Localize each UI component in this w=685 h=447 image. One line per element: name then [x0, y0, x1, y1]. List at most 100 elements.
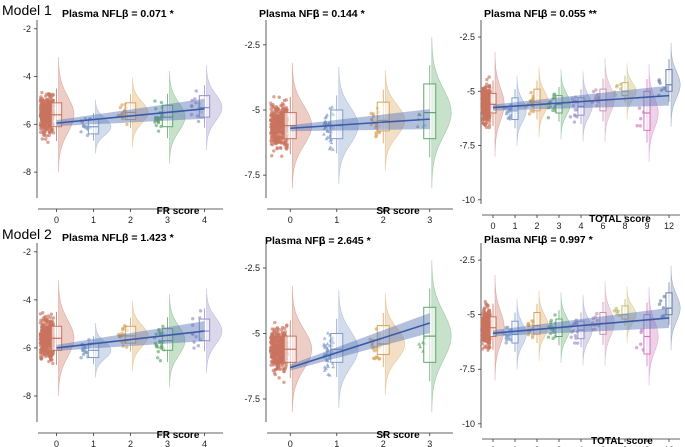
data-point: [275, 361, 279, 366]
data-point: [416, 112, 421, 116]
data-point: [328, 138, 333, 143]
data-point: [482, 111, 487, 115]
data-point: [79, 130, 83, 134]
y-tick-label: -5: [252, 329, 260, 339]
x-tick-label: 1: [334, 439, 339, 447]
data-point: [41, 311, 45, 315]
data-point: [159, 100, 164, 105]
panel-title: Plasma NFL: [484, 8, 545, 20]
data-point: [480, 321, 485, 325]
data-point: [198, 309, 203, 313]
data-point: [120, 112, 124, 117]
data-point: [323, 115, 328, 120]
data-point: [271, 337, 275, 342]
data-point: [325, 363, 330, 367]
data-point: [278, 338, 282, 343]
data-point: [154, 115, 158, 120]
x-tick-label: 3: [165, 215, 170, 225]
data-point: [482, 324, 486, 328]
chart-panel: Plasma NFL β = 1.423 *-2-4-6-80 1 2 3 4FR sco…: [23, 232, 223, 447]
x-tick-label: 9: [644, 221, 649, 231]
data-point: [639, 116, 643, 121]
x-axis-label: FR score: [157, 430, 200, 441]
panel-title: Plasma NFL: [265, 235, 326, 247]
density-cloud: [169, 71, 186, 164]
data-point: [377, 357, 381, 361]
data-point: [484, 107, 489, 111]
data-point: [194, 101, 198, 105]
data-point: [572, 120, 577, 124]
data-point: [270, 128, 275, 133]
data-point: [325, 112, 329, 117]
data-point: [486, 346, 491, 350]
row-label-model-1: Model 1: [2, 2, 52, 18]
data-point: [527, 112, 532, 116]
panel-beta: β = 0.055 **: [541, 8, 598, 20]
data-point: [329, 140, 334, 145]
x-axis-label: SR score: [376, 430, 420, 441]
data-point: [487, 116, 492, 120]
x-tick-label: 0: [490, 221, 495, 231]
data-point: [369, 111, 373, 116]
data-point: [275, 125, 279, 129]
data-point: [485, 77, 489, 82]
data-point: [275, 120, 279, 124]
data-point: [39, 349, 44, 354]
data-point: [42, 107, 47, 111]
data-point: [507, 110, 511, 114]
data-point: [274, 340, 278, 345]
data-point: [47, 109, 52, 113]
box-iqr: [376, 101, 390, 132]
data-point: [125, 122, 129, 127]
data-point: [269, 103, 273, 108]
data-point: [372, 349, 377, 353]
data-point: [551, 336, 555, 341]
data-point: [322, 121, 327, 125]
y-tick-label: -10: [462, 195, 475, 205]
data-point: [635, 124, 639, 128]
data-point: [269, 107, 273, 111]
data-point: [39, 357, 43, 361]
y-tick-label: -7.5: [459, 141, 475, 151]
data-point: [51, 131, 56, 135]
data-point: [480, 103, 485, 108]
data-point: [634, 345, 639, 350]
x-tick-label: 3: [556, 221, 561, 231]
data-point: [374, 131, 378, 135]
y-tick-label: -6: [23, 343, 31, 353]
x-tick-label: 4: [202, 215, 207, 225]
data-point: [191, 316, 195, 321]
data-point: [483, 316, 488, 320]
y-tick-label: -7.5: [244, 170, 260, 180]
data-point: [189, 112, 194, 117]
data-point: [42, 103, 46, 108]
data-point: [47, 106, 52, 110]
y-tick-label: -5: [467, 310, 475, 320]
data-point: [154, 123, 158, 128]
panel-title: Plasma NFL: [259, 8, 320, 20]
data-point: [43, 137, 48, 141]
data-point: [274, 353, 278, 357]
data-point: [38, 121, 43, 125]
data-point: [546, 335, 551, 339]
data-point: [568, 115, 573, 119]
data-point: [41, 342, 45, 346]
x-tick-label: 0: [54, 439, 59, 447]
data-point: [46, 140, 50, 145]
data-point: [504, 341, 508, 345]
box-iqr: [124, 102, 137, 121]
x-tick-label: 6: [600, 221, 605, 231]
data-point: [284, 98, 288, 102]
data-point: [161, 324, 165, 329]
data-point: [274, 335, 279, 339]
data-point: [274, 108, 279, 113]
data-point: [591, 89, 596, 94]
data-point: [485, 100, 489, 105]
data-point: [573, 341, 577, 345]
data-point: [417, 342, 422, 346]
data-point: [153, 120, 157, 124]
data-point: [156, 129, 161, 133]
data-point: [49, 357, 53, 361]
